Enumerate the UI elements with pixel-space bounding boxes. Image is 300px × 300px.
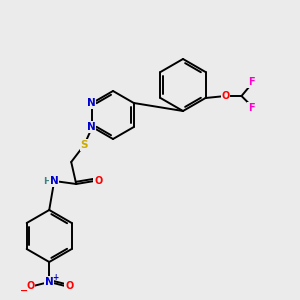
Text: O: O [94,176,102,186]
Text: O: O [65,281,73,291]
Text: N: N [87,98,96,108]
Text: −: − [20,286,28,296]
Text: F: F [248,103,255,113]
Text: O: O [221,91,230,101]
Text: N: N [87,122,96,132]
Text: H: H [44,176,51,185]
Text: S: S [80,140,88,150]
Text: N: N [50,176,58,186]
Text: N: N [45,277,54,287]
Text: O: O [26,281,34,291]
Text: F: F [248,77,255,87]
Text: +: + [52,272,58,281]
